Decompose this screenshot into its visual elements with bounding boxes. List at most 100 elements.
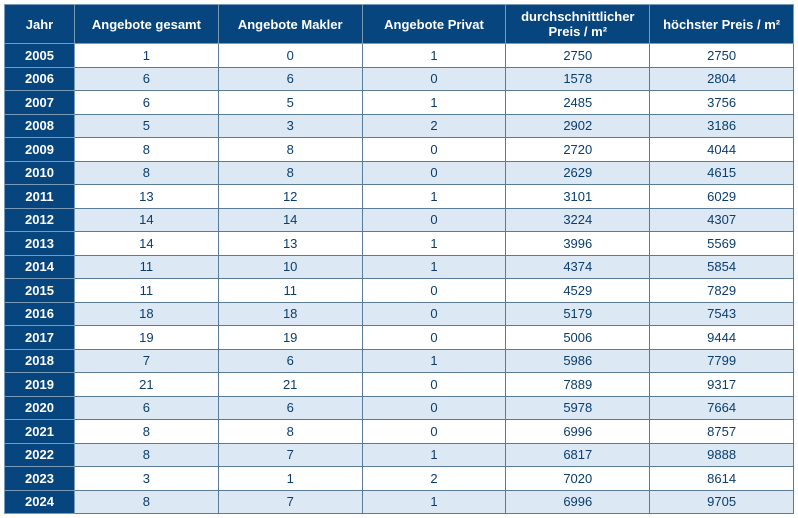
data-cell: 2485 [506, 91, 650, 115]
table-row: 202066059787664 [5, 396, 794, 420]
data-cell: 13 [218, 232, 362, 256]
data-cell: 14 [218, 208, 362, 232]
year-cell: 2005 [5, 44, 75, 68]
data-cell: 4307 [650, 208, 794, 232]
data-cell: 1 [75, 44, 219, 68]
data-cell: 8 [75, 420, 219, 444]
year-cell: 2014 [5, 255, 75, 279]
col-header-broker: Angebote Makler [218, 5, 362, 44]
data-cell: 8 [218, 161, 362, 185]
data-cell: 1 [362, 443, 506, 467]
data-cell: 18 [218, 302, 362, 326]
year-cell: 2020 [5, 396, 75, 420]
data-cell: 5569 [650, 232, 794, 256]
data-cell: 4374 [506, 255, 650, 279]
data-cell: 6 [218, 349, 362, 373]
table-row: 20121414032244307 [5, 208, 794, 232]
data-cell: 14 [75, 232, 219, 256]
data-cell: 3186 [650, 114, 794, 138]
data-cell: 21 [75, 373, 219, 397]
data-cell: 7 [218, 490, 362, 514]
data-cell: 5179 [506, 302, 650, 326]
table-body: 2005101275027502006660157828042007651248… [5, 44, 794, 514]
table-row: 20192121078899317 [5, 373, 794, 397]
data-cell: 18 [75, 302, 219, 326]
data-cell: 8 [75, 490, 219, 514]
data-cell: 19 [75, 326, 219, 350]
data-cell: 6 [218, 396, 362, 420]
year-cell: 2007 [5, 91, 75, 115]
data-cell: 7889 [506, 373, 650, 397]
data-cell: 2902 [506, 114, 650, 138]
year-cell: 2022 [5, 443, 75, 467]
data-cell: 7799 [650, 349, 794, 373]
year-cell: 2011 [5, 185, 75, 209]
data-cell: 3 [75, 467, 219, 491]
data-cell: 8 [218, 420, 362, 444]
year-cell: 2021 [5, 420, 75, 444]
data-cell: 9317 [650, 373, 794, 397]
data-cell: 2750 [650, 44, 794, 68]
col-header-avgprice: durchschnittlicher Preis / m² [506, 5, 650, 44]
data-cell: 7829 [650, 279, 794, 303]
data-cell: 1 [362, 232, 506, 256]
data-cell: 6029 [650, 185, 794, 209]
data-cell: 2 [362, 467, 506, 491]
data-cell: 9888 [650, 443, 794, 467]
data-cell: 9444 [650, 326, 794, 350]
year-cell: 2012 [5, 208, 75, 232]
data-cell: 8757 [650, 420, 794, 444]
data-cell: 13 [75, 185, 219, 209]
data-cell: 2750 [506, 44, 650, 68]
table-row: 201088026294615 [5, 161, 794, 185]
data-cell: 0 [218, 44, 362, 68]
table-row: 202331270208614 [5, 467, 794, 491]
data-cell: 5 [218, 91, 362, 115]
table-row: 200666015782804 [5, 67, 794, 91]
year-cell: 2013 [5, 232, 75, 256]
data-cell: 7020 [506, 467, 650, 491]
data-cell: 6817 [506, 443, 650, 467]
data-cell: 10 [218, 255, 362, 279]
data-cell: 6 [75, 91, 219, 115]
data-cell: 0 [362, 373, 506, 397]
table-row: 20111312131016029 [5, 185, 794, 209]
data-cell: 3996 [506, 232, 650, 256]
data-cell: 5978 [506, 396, 650, 420]
data-cell: 2804 [650, 67, 794, 91]
data-cell: 0 [362, 138, 506, 162]
year-cell: 2016 [5, 302, 75, 326]
data-cell: 8 [75, 161, 219, 185]
data-cell: 2629 [506, 161, 650, 185]
data-cell: 0 [362, 208, 506, 232]
table-row: 20171919050069444 [5, 326, 794, 350]
data-cell: 8614 [650, 467, 794, 491]
table-row: 201876159867799 [5, 349, 794, 373]
table-header: Jahr Angebote gesamt Angebote Makler Ang… [5, 5, 794, 44]
price-table: Jahr Angebote gesamt Angebote Makler Ang… [4, 4, 794, 514]
data-cell: 7 [75, 349, 219, 373]
table-row: 200765124853756 [5, 91, 794, 115]
data-cell: 7664 [650, 396, 794, 420]
data-cell: 4529 [506, 279, 650, 303]
data-cell: 1 [362, 44, 506, 68]
data-cell: 0 [362, 302, 506, 326]
year-cell: 2018 [5, 349, 75, 373]
data-cell: 6996 [506, 490, 650, 514]
year-cell: 2008 [5, 114, 75, 138]
data-cell: 7543 [650, 302, 794, 326]
data-cell: 5 [75, 114, 219, 138]
data-cell: 0 [362, 326, 506, 350]
table-row: 20141110143745854 [5, 255, 794, 279]
data-cell: 1 [362, 255, 506, 279]
table-row: 200853229023186 [5, 114, 794, 138]
col-header-private: Angebote Privat [362, 5, 506, 44]
data-cell: 5986 [506, 349, 650, 373]
data-cell: 8 [218, 138, 362, 162]
table-row: 200510127502750 [5, 44, 794, 68]
data-cell: 3224 [506, 208, 650, 232]
data-cell: 11 [218, 279, 362, 303]
table-row: 200988027204044 [5, 138, 794, 162]
data-cell: 12 [218, 185, 362, 209]
data-cell: 0 [362, 67, 506, 91]
